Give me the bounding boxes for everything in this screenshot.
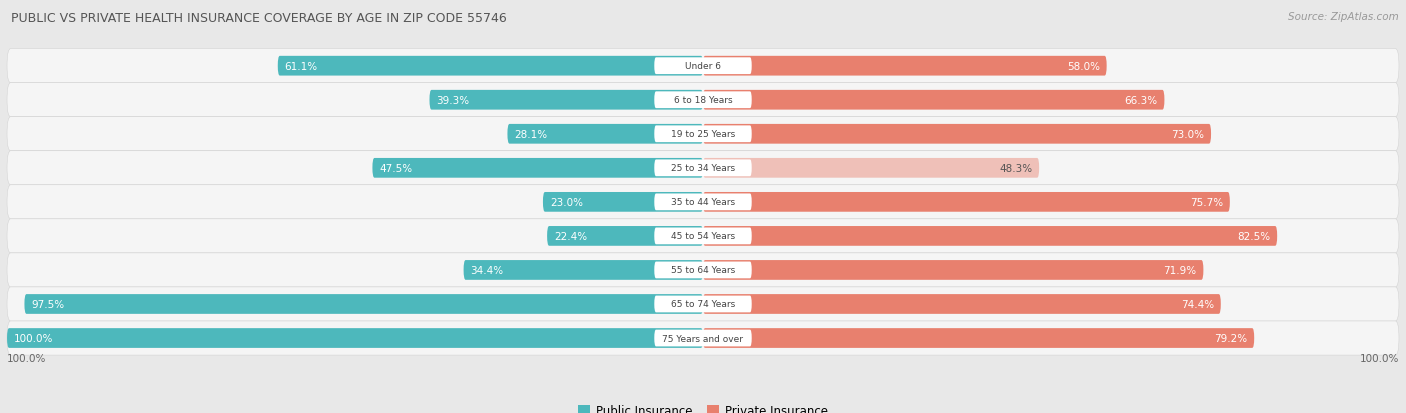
Text: 79.2%: 79.2% <box>1215 333 1247 343</box>
FancyBboxPatch shape <box>7 328 703 348</box>
FancyBboxPatch shape <box>703 294 1220 314</box>
FancyBboxPatch shape <box>7 219 1399 253</box>
FancyBboxPatch shape <box>7 253 1399 287</box>
Text: 34.4%: 34.4% <box>471 265 503 275</box>
Text: 66.3%: 66.3% <box>1125 95 1157 105</box>
Text: 100.0%: 100.0% <box>7 354 46 363</box>
FancyBboxPatch shape <box>373 159 703 178</box>
FancyBboxPatch shape <box>7 321 1399 355</box>
Text: Under 6: Under 6 <box>685 62 721 71</box>
Text: 100.0%: 100.0% <box>1360 354 1399 363</box>
Text: 39.3%: 39.3% <box>436 95 470 105</box>
Text: 61.1%: 61.1% <box>285 62 318 71</box>
Text: 25 to 34 Years: 25 to 34 Years <box>671 164 735 173</box>
FancyBboxPatch shape <box>703 57 1107 76</box>
FancyBboxPatch shape <box>654 160 752 177</box>
Text: 100.0%: 100.0% <box>14 333 53 343</box>
Legend: Public Insurance, Private Insurance: Public Insurance, Private Insurance <box>578 404 828 413</box>
Text: 73.0%: 73.0% <box>1171 129 1204 140</box>
Text: 22.4%: 22.4% <box>554 231 588 241</box>
FancyBboxPatch shape <box>7 185 1399 219</box>
FancyBboxPatch shape <box>278 57 703 76</box>
Text: 6 to 18 Years: 6 to 18 Years <box>673 96 733 105</box>
Text: 19 to 25 Years: 19 to 25 Years <box>671 130 735 139</box>
Text: 65 to 74 Years: 65 to 74 Years <box>671 300 735 309</box>
Text: 75.7%: 75.7% <box>1189 197 1223 207</box>
FancyBboxPatch shape <box>543 192 703 212</box>
Text: 74.4%: 74.4% <box>1181 299 1213 309</box>
Text: 97.5%: 97.5% <box>31 299 65 309</box>
FancyBboxPatch shape <box>7 152 1399 185</box>
FancyBboxPatch shape <box>703 90 1164 110</box>
Text: 23.0%: 23.0% <box>550 197 583 207</box>
FancyBboxPatch shape <box>24 294 703 314</box>
Text: 71.9%: 71.9% <box>1163 265 1197 275</box>
FancyBboxPatch shape <box>654 58 752 75</box>
FancyBboxPatch shape <box>703 125 1211 144</box>
FancyBboxPatch shape <box>654 92 752 109</box>
FancyBboxPatch shape <box>7 287 1399 321</box>
FancyBboxPatch shape <box>7 83 1399 117</box>
FancyBboxPatch shape <box>654 330 752 347</box>
FancyBboxPatch shape <box>464 261 703 280</box>
Text: 45 to 54 Years: 45 to 54 Years <box>671 232 735 241</box>
FancyBboxPatch shape <box>654 126 752 143</box>
Text: 55 to 64 Years: 55 to 64 Years <box>671 266 735 275</box>
FancyBboxPatch shape <box>654 262 752 279</box>
FancyBboxPatch shape <box>429 90 703 110</box>
FancyBboxPatch shape <box>7 50 1399 83</box>
FancyBboxPatch shape <box>703 261 1204 280</box>
Text: 35 to 44 Years: 35 to 44 Years <box>671 198 735 207</box>
FancyBboxPatch shape <box>703 192 1230 212</box>
FancyBboxPatch shape <box>547 226 703 246</box>
Text: 48.3%: 48.3% <box>1000 164 1032 173</box>
Text: PUBLIC VS PRIVATE HEALTH INSURANCE COVERAGE BY AGE IN ZIP CODE 55746: PUBLIC VS PRIVATE HEALTH INSURANCE COVER… <box>11 12 508 25</box>
Text: 82.5%: 82.5% <box>1237 231 1270 241</box>
FancyBboxPatch shape <box>654 194 752 211</box>
Text: 28.1%: 28.1% <box>515 129 547 140</box>
FancyBboxPatch shape <box>508 125 703 144</box>
FancyBboxPatch shape <box>654 228 752 244</box>
Text: 47.5%: 47.5% <box>380 164 412 173</box>
Text: 58.0%: 58.0% <box>1067 62 1099 71</box>
FancyBboxPatch shape <box>703 226 1277 246</box>
Text: Source: ZipAtlas.com: Source: ZipAtlas.com <box>1288 12 1399 22</box>
FancyBboxPatch shape <box>703 328 1254 348</box>
FancyBboxPatch shape <box>7 117 1399 152</box>
FancyBboxPatch shape <box>654 296 752 313</box>
FancyBboxPatch shape <box>703 159 1039 178</box>
Text: 75 Years and over: 75 Years and over <box>662 334 744 343</box>
